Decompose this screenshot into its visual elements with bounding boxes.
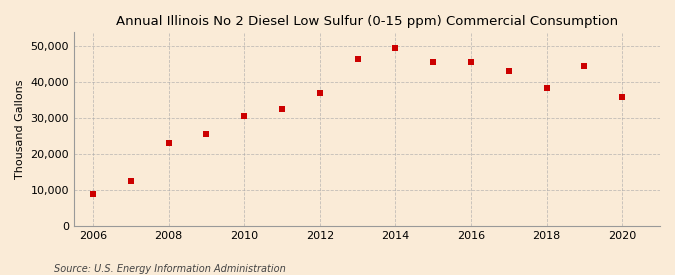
Text: Source: U.S. Energy Information Administration: Source: U.S. Energy Information Administ… — [54, 264, 286, 274]
Title: Annual Illinois No 2 Diesel Low Sulfur (0-15 ppm) Commercial Consumption: Annual Illinois No 2 Diesel Low Sulfur (… — [116, 15, 618, 28]
Point — [201, 132, 212, 136]
Point — [315, 91, 325, 95]
Point — [466, 60, 477, 65]
Y-axis label: Thousand Gallons: Thousand Gallons — [15, 79, 25, 179]
Point — [390, 46, 401, 50]
Point — [541, 86, 552, 90]
Point — [428, 60, 439, 65]
Point — [239, 114, 250, 119]
Point — [579, 64, 590, 68]
Point — [163, 141, 174, 145]
Point — [504, 69, 514, 74]
Point — [352, 57, 363, 61]
Point — [126, 179, 136, 183]
Point — [617, 94, 628, 99]
Point — [88, 191, 99, 196]
Point — [277, 107, 288, 111]
